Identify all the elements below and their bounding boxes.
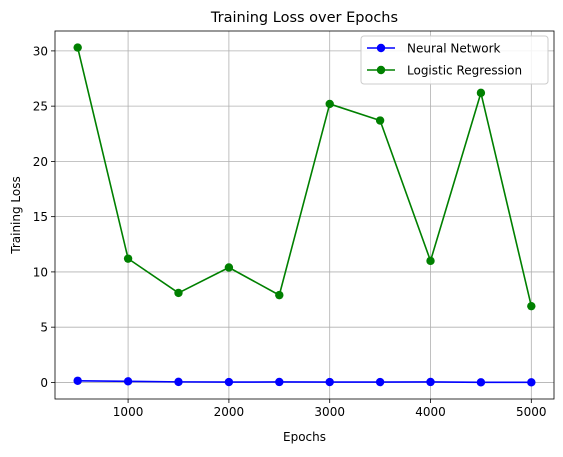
chart-title: Training Loss over Epochs (210, 10, 398, 26)
plot-frame (54, 30, 555, 400)
series-line-logistic-regression (76, 47, 533, 307)
x-axis-label: Epochs (283, 430, 326, 444)
y-tick-label: 10 (33, 265, 48, 279)
legend-label-logistic-regression: Logistic Regression (407, 64, 522, 78)
legend-marker-neural-network (376, 43, 386, 53)
data-point-neural-network (73, 376, 82, 385)
data-point-logistic-regression (224, 263, 234, 272)
data-point-logistic-regression (476, 88, 486, 98)
legend-entry-logistic-regression: Logistic Regression (367, 64, 522, 78)
data-point-neural-network (476, 378, 486, 387)
legend-marker-logistic-regression (376, 65, 386, 75)
legend-box (360, 35, 549, 85)
y-tick-label: 15 (33, 210, 48, 224)
x-tick-label: 2000 (214, 405, 245, 419)
y-tick-label: 25 (33, 100, 48, 114)
series-layer (73, 43, 536, 387)
grid (55, 31, 554, 399)
y-axis-ticks: 0 5 10 15 20 25 30 (33, 44, 55, 390)
legend: Neural Network Logistic Regression (360, 35, 549, 85)
x-tick-label: 4000 (415, 405, 446, 419)
x-axis-ticks: 1000 2000 3000 4000 5000 (113, 399, 547, 419)
y-tick-label: 5 (40, 321, 48, 335)
legend-entry-neural-network: Neural Network (367, 42, 501, 56)
y-axis-label: Training Loss (9, 176, 23, 254)
data-point-logistic-regression (527, 301, 536, 311)
data-point-logistic-regression (174, 288, 183, 298)
data-point-neural-network (224, 377, 234, 387)
x-tick-label: 5000 (516, 405, 547, 419)
data-point-neural-network (426, 377, 435, 387)
data-point-neural-network (174, 377, 183, 387)
x-tick-label: 3000 (314, 405, 345, 419)
data-point-neural-network (275, 377, 284, 387)
data-point-logistic-regression (73, 43, 82, 52)
y-tick-label: 20 (33, 155, 48, 169)
data-point-neural-network (375, 377, 385, 387)
data-point-neural-network (527, 378, 536, 387)
series-line-neural-network (77, 379, 532, 384)
y-tick-label: 30 (33, 44, 48, 58)
data-point-logistic-regression (275, 290, 284, 300)
legend-label-neural-network: Neural Network (407, 42, 501, 56)
data-point-logistic-regression (375, 116, 385, 125)
data-point-neural-network (123, 377, 133, 386)
data-point-logistic-regression (325, 99, 334, 109)
data-point-neural-network (325, 377, 334, 387)
y-tick-label: 0 (40, 376, 48, 390)
x-tick-label: 1000 (113, 405, 144, 419)
data-point-logistic-regression (123, 254, 133, 263)
data-point-logistic-regression (426, 256, 435, 266)
